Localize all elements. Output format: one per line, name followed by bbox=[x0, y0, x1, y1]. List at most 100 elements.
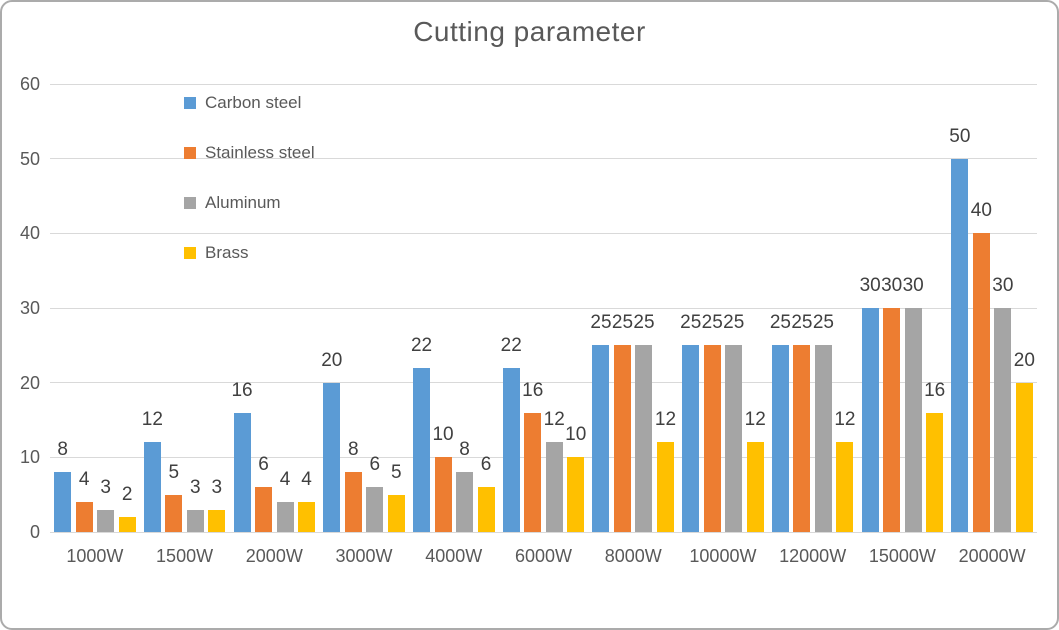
legend: Carbon steel Stainless steel Aluminum Brass bbox=[184, 91, 315, 291]
data-label: 12 bbox=[141, 409, 163, 431]
bar-brass-1000w bbox=[118, 517, 136, 532]
bar-carbon-steel-12000w bbox=[771, 345, 789, 532]
bar-brass-2000w bbox=[298, 502, 316, 532]
data-label: 10 bbox=[432, 424, 454, 446]
x-axis-label: 10000W bbox=[689, 546, 757, 566]
bar-carbon-steel-6000w bbox=[502, 367, 520, 532]
x-axis-label: 3000W bbox=[335, 546, 393, 566]
bar-aluminum-3000w bbox=[366, 487, 384, 532]
bar-stainless-steel-10000w bbox=[703, 345, 721, 532]
legend-item-brass: Brass bbox=[184, 241, 315, 265]
bar-brass-4000w bbox=[477, 487, 495, 532]
data-label: 12 bbox=[543, 409, 565, 431]
data-label: 8 bbox=[459, 439, 470, 461]
legend-item-label: Stainless steel bbox=[205, 143, 315, 162]
bar-brass-15000w bbox=[926, 412, 944, 532]
bar-stainless-steel-8000w bbox=[613, 345, 631, 532]
x-axis-label: 6000W bbox=[514, 546, 572, 566]
legend-item-carbon-steel: Carbon steel bbox=[184, 91, 315, 115]
x-axis-label: 2000W bbox=[245, 546, 303, 566]
data-label: 25 bbox=[791, 312, 813, 334]
data-label: 8 bbox=[347, 439, 359, 461]
data-label: 12 bbox=[744, 409, 766, 431]
data-label: 4 bbox=[279, 469, 291, 491]
data-label: 30 bbox=[881, 275, 903, 296]
data-label: 25 bbox=[769, 312, 791, 334]
bar-aluminum-20000w bbox=[994, 308, 1012, 532]
bar-aluminum-12000w bbox=[814, 345, 832, 532]
bar-aluminum-1500w bbox=[186, 509, 204, 532]
data-label: 22 bbox=[410, 334, 433, 356]
bar-stainless-steel-3000w bbox=[344, 472, 362, 532]
x-axis-label: 8000W bbox=[604, 546, 662, 566]
x-axis-label: 1500W bbox=[156, 546, 214, 566]
bar-brass-8000w bbox=[656, 442, 674, 532]
legend-swatch-brass bbox=[184, 247, 196, 259]
y-axis-label: 30 bbox=[19, 298, 40, 318]
bar-carbon-steel-15000w bbox=[861, 308, 879, 532]
bar-aluminum-1000w bbox=[97, 509, 115, 532]
legend-item-aluminum: Aluminum bbox=[184, 191, 315, 215]
data-label: 20 bbox=[1013, 349, 1035, 371]
y-axis-label: 20 bbox=[19, 372, 40, 393]
data-label: 5 bbox=[390, 461, 402, 483]
data-label: 30 bbox=[902, 275, 924, 296]
bar-aluminum-4000w bbox=[456, 472, 474, 532]
x-axis-label: 4000W bbox=[425, 546, 483, 566]
bar-carbon-steel-2000w bbox=[233, 412, 251, 532]
data-label: 6 bbox=[258, 454, 269, 476]
data-label: 12 bbox=[834, 409, 856, 431]
legend-item-stainless-steel: Stainless steel bbox=[184, 141, 315, 165]
data-label: 5 bbox=[168, 461, 180, 483]
gridline bbox=[50, 83, 1037, 85]
y-axis-label: 60 bbox=[19, 74, 40, 94]
plot-area: 0 10 20 30 40 50 60 1000W 8 4 3 2 1500W 12 5 3 3 2000W 16 6… bbox=[20, 74, 1037, 566]
bar-brass-20000w bbox=[1015, 382, 1033, 532]
chart-title: Cutting parameter bbox=[413, 16, 646, 47]
data-label: 40 bbox=[970, 200, 992, 222]
data-label: 20 bbox=[321, 349, 343, 371]
legend-swatch-stainless-steel bbox=[184, 147, 196, 159]
data-label: 50 bbox=[949, 125, 971, 147]
x-axis-label: 1000W bbox=[66, 546, 124, 566]
bar-brass-3000w bbox=[387, 494, 405, 532]
bar-aluminum-10000w bbox=[725, 345, 743, 532]
bar-carbon-steel-1500w bbox=[143, 442, 161, 532]
data-label: 22 bbox=[500, 334, 522, 356]
data-label: 3 bbox=[190, 476, 201, 498]
x-axis-label: 12000W bbox=[779, 546, 847, 566]
data-label: 10 bbox=[565, 424, 587, 446]
data-label: 25 bbox=[701, 312, 723, 334]
gridline bbox=[50, 531, 1037, 533]
legend-swatch-aluminum bbox=[184, 197, 196, 209]
bar-brass-6000w bbox=[567, 457, 585, 532]
gridline bbox=[50, 382, 1037, 384]
legend-swatch-carbon-steel bbox=[184, 97, 196, 109]
gridline bbox=[50, 158, 1037, 160]
data-label: 25 bbox=[611, 312, 634, 334]
y-axis-label: 50 bbox=[19, 148, 40, 169]
data-label: 6 bbox=[369, 454, 381, 476]
bar-carbon-steel-10000w bbox=[682, 345, 700, 532]
bar-stainless-steel-12000w bbox=[793, 345, 811, 532]
y-axis-label: 0 bbox=[29, 522, 40, 542]
bar-stainless-steel-15000w bbox=[883, 308, 901, 532]
data-label: 16 bbox=[522, 379, 544, 401]
data-label: 30 bbox=[859, 275, 881, 296]
bar-carbon-steel-8000w bbox=[592, 345, 610, 532]
bar-aluminum-6000w bbox=[545, 442, 563, 532]
bar-brass-12000w bbox=[836, 442, 854, 532]
legend-item-label: Aluminum bbox=[205, 193, 281, 212]
bar-carbon-steel-20000w bbox=[951, 158, 969, 532]
data-label: 16 bbox=[924, 379, 946, 401]
data-label: 2 bbox=[121, 484, 133, 506]
data-label: 3 bbox=[100, 476, 111, 498]
data-label: 25 bbox=[812, 312, 834, 334]
bar-aluminum-8000w bbox=[635, 345, 653, 532]
gridline bbox=[50, 232, 1037, 234]
bar-stainless-steel-1000w bbox=[75, 502, 93, 532]
legend-item-label: Brass bbox=[205, 243, 249, 262]
bar-carbon-steel-4000w bbox=[413, 367, 431, 532]
data-label: 3 bbox=[211, 476, 223, 498]
